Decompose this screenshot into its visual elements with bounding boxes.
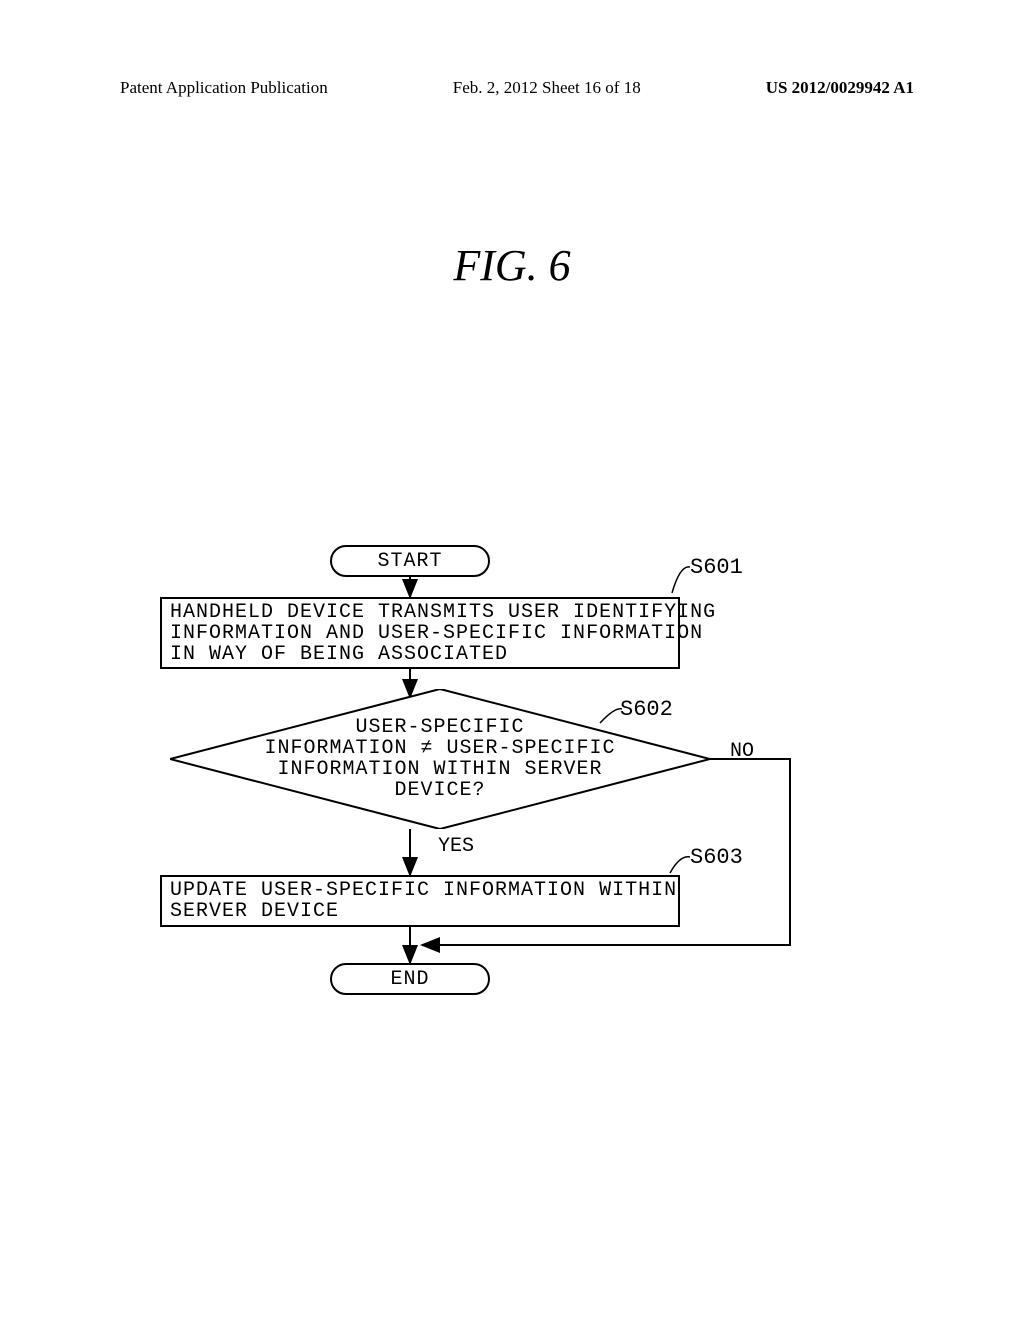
header-left: Patent Application Publication <box>120 78 328 98</box>
node-end: END <box>330 963 490 995</box>
page-header: Patent Application Publication Feb. 2, 2… <box>120 78 914 98</box>
node-end-label: END <box>390 969 429 990</box>
header-right: US 2012/0029942 A1 <box>766 78 914 98</box>
figure-title: FIG. 6 <box>0 240 1024 291</box>
flowchart: START S601 HANDHELD DEVICE TRANSMITS USE… <box>160 545 860 1105</box>
header-center: Feb. 2, 2012 Sheet 16 of 18 <box>453 78 641 98</box>
edge-s603-end <box>160 545 860 1105</box>
